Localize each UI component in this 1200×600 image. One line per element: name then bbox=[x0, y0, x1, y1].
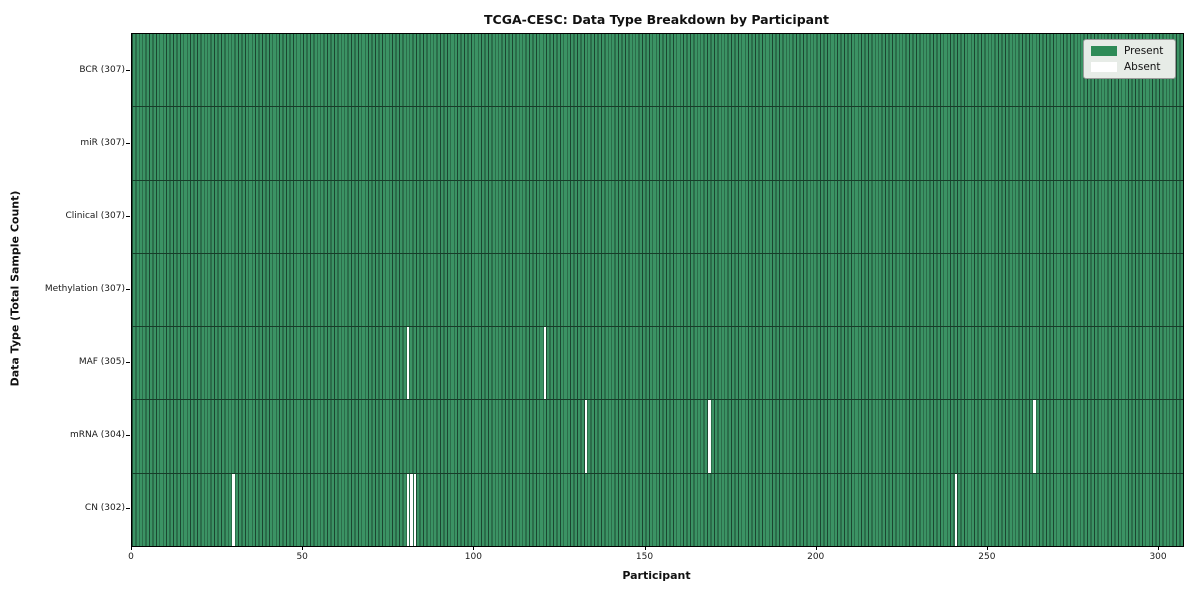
y-tick-mark bbox=[126, 508, 130, 510]
legend: Present Absent bbox=[1083, 39, 1176, 79]
x-axis-label: Participant bbox=[622, 569, 691, 582]
heatmap-plot-area bbox=[131, 33, 1184, 547]
y-tick-mark bbox=[126, 289, 130, 290]
heatmap-row-CN bbox=[132, 473, 1183, 546]
x-tick-mark bbox=[986, 546, 988, 550]
heatmap-row-BCR bbox=[132, 34, 1183, 108]
y-tick-mark bbox=[126, 215, 130, 217]
legend-item-present: Present bbox=[1091, 45, 1168, 57]
legend-item-absent: Absent bbox=[1091, 61, 1168, 73]
absent-bar bbox=[708, 400, 711, 473]
x-tick-label: 50 bbox=[296, 552, 308, 562]
absent-bar bbox=[410, 473, 413, 546]
heatmap-row-mRNA bbox=[132, 400, 1183, 474]
absent-bar bbox=[543, 327, 547, 400]
chart-title: TCGA-CESC: Data Type Breakdown by Partic… bbox=[484, 12, 829, 27]
present-swatch-icon bbox=[1091, 46, 1117, 56]
y-tick-label: miR (307) bbox=[80, 137, 125, 148]
x-tick-mark bbox=[473, 546, 475, 550]
x-tick-label: 150 bbox=[635, 552, 654, 562]
absent-bar bbox=[406, 473, 410, 546]
x-tick-mark bbox=[644, 546, 646, 550]
absent-bar bbox=[232, 473, 235, 546]
heatmap-row-Methylation bbox=[132, 253, 1183, 328]
x-tick-mark bbox=[1158, 546, 1160, 550]
x-tick-mark bbox=[815, 546, 817, 550]
absent-bar bbox=[413, 473, 417, 546]
y-tick-mark bbox=[126, 142, 130, 144]
absent-bar bbox=[584, 400, 588, 473]
absent-bar bbox=[954, 473, 958, 546]
heatmap-row-Clinical bbox=[132, 180, 1183, 254]
x-tick-mark bbox=[131, 546, 132, 550]
absent-bar bbox=[1033, 400, 1036, 473]
x-tick-label: 0 bbox=[128, 552, 134, 562]
legend-label-absent: Absent bbox=[1124, 61, 1161, 73]
y-tick-mark bbox=[126, 435, 130, 437]
legend-label-present: Present bbox=[1124, 45, 1164, 57]
y-tick-label: Clinical (307) bbox=[65, 210, 125, 221]
x-tick-label: 300 bbox=[1149, 552, 1167, 562]
x-tick-mark bbox=[302, 546, 304, 550]
x-tick-label: 100 bbox=[464, 552, 482, 562]
y-tick-mark bbox=[126, 362, 130, 364]
y-tick-label: CN (302) bbox=[84, 503, 125, 514]
heatmap-row-miR bbox=[132, 107, 1183, 181]
absent-swatch-icon bbox=[1091, 62, 1117, 72]
y-tick-mark bbox=[126, 69, 130, 71]
y-tick-label: mRNA (304) bbox=[70, 430, 125, 441]
x-tick-label: 200 bbox=[807, 552, 825, 562]
y-tick-label: MAF (305) bbox=[78, 357, 125, 368]
x-tick-label: 250 bbox=[978, 552, 996, 562]
heatmap-row-MAF bbox=[132, 327, 1183, 401]
absent-bar bbox=[406, 327, 410, 400]
y-tick-label: BCR (307) bbox=[79, 64, 125, 75]
y-tick-label: Methylation (307) bbox=[44, 284, 125, 294]
